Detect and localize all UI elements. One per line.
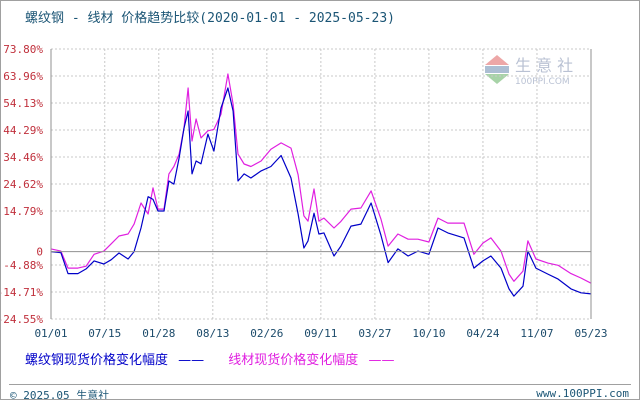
x-tick-label: 01/01	[34, 327, 67, 340]
x-tick-label: 04/24	[466, 327, 499, 340]
y-tick-label: 63.96%	[3, 70, 43, 83]
x-tick-label: 05/23	[574, 327, 607, 340]
y-tick-label: 14.79%	[3, 205, 43, 218]
watermark-subtext: 100PPI.COM	[515, 77, 570, 87]
x-tick-label: 08/13	[196, 327, 229, 340]
y-tick-label: 54.13%	[3, 97, 43, 110]
footer-copyright: © 2025.05 生意社	[10, 389, 110, 400]
watermark-logo: 生 意 社 100PPI.COM	[481, 53, 591, 93]
y-tick-label: 24.62%	[3, 178, 43, 191]
y-tick-label: 44.29%	[3, 124, 43, 137]
legend-rebar-label: 螺纹钢现货价格变化幅度	[25, 353, 169, 368]
x-tick-label: 07/15	[88, 327, 121, 340]
y-tick-label: 0	[36, 246, 43, 259]
x-tick-label: 11/07	[520, 327, 553, 340]
x-tick-label: 02/26	[250, 327, 283, 340]
watermark-text: 生 意 社	[515, 56, 573, 75]
x-tick-label: 03/27	[358, 327, 391, 340]
footer-divider	[9, 384, 631, 385]
series-line-rebar	[50, 87, 592, 297]
legend-rebar-swatch: ——	[178, 353, 205, 368]
legend-wirerod-swatch: ——	[368, 353, 395, 368]
y-tick-label: 73.80%	[3, 43, 43, 56]
y-tick-label: 34.46%	[3, 151, 43, 164]
footer-site-link[interactable]: www.100PPI.com	[536, 387, 629, 400]
series-line-wirerod	[50, 73, 592, 284]
legend-wirerod-label: 线材现货价格变化幅度	[228, 353, 359, 368]
y-tick-label: -4.88%	[3, 259, 43, 272]
y-tick-label: -14.71%	[1, 286, 43, 299]
x-tick-label: 01/28	[142, 327, 175, 340]
chart-title: 螺纹钢 - 线材 价格趋势比较(2020-01-01 - 2025-05-23)	[25, 11, 395, 26]
legend: 螺纹钢现货价格变化幅度 —— 线材现货价格变化幅度 ——	[25, 349, 400, 368]
line-chart: 73.80% 63.96% 54.13% 44.29% 34.46% 24.62% 14.7…	[1, 43, 608, 340]
x-tick-label: 10/10	[412, 327, 445, 340]
y-tick-label: -24.55%	[1, 313, 43, 326]
x-tick-label: 09/11	[304, 327, 337, 340]
